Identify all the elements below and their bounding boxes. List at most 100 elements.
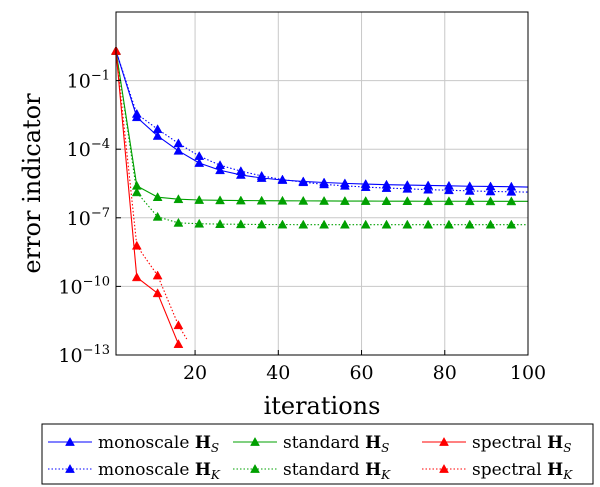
y-tick-label: 10−1 bbox=[67, 69, 110, 93]
y-axis-label: error indicator bbox=[18, 93, 46, 274]
data-point bbox=[194, 218, 205, 228]
data-point bbox=[381, 196, 392, 205]
axis-ticks: 20 40 60 80 100 10−13 10−10 10−7 10−4 10−1 bbox=[58, 69, 546, 384]
y-tick-label: 10−10 bbox=[58, 274, 110, 298]
data-point bbox=[277, 174, 288, 184]
series-line bbox=[115, 50, 179, 345]
data-point bbox=[194, 194, 205, 204]
data-point bbox=[215, 195, 225, 205]
data-point bbox=[319, 179, 330, 189]
legend-marker bbox=[65, 463, 75, 473]
data-point bbox=[339, 180, 350, 190]
legend-marker bbox=[439, 463, 449, 473]
data-point bbox=[423, 184, 434, 194]
data-point bbox=[194, 151, 205, 160]
data-point bbox=[444, 196, 454, 206]
data-point bbox=[152, 130, 163, 140]
data-point bbox=[506, 186, 517, 196]
data-point bbox=[152, 211, 163, 221]
data-point bbox=[215, 160, 225, 170]
data-point bbox=[381, 219, 392, 229]
data-point bbox=[173, 217, 184, 227]
data-point bbox=[360, 196, 371, 205]
x-tick-label: 60 bbox=[349, 362, 373, 384]
legend-entry: spectral HK bbox=[472, 460, 573, 482]
series-line bbox=[115, 50, 528, 202]
series-line bbox=[115, 50, 528, 226]
series-line bbox=[115, 50, 188, 340]
data-point bbox=[173, 320, 184, 330]
legend-marker bbox=[439, 436, 449, 446]
data-point bbox=[194, 157, 205, 167]
data-point bbox=[152, 192, 163, 201]
data-point bbox=[173, 194, 184, 204]
data-point bbox=[131, 240, 142, 250]
data-point bbox=[256, 219, 267, 229]
y-tick-label: 10−13 bbox=[58, 343, 110, 367]
legend-box bbox=[41, 423, 594, 485]
data-point bbox=[402, 183, 413, 193]
data-point bbox=[235, 219, 246, 229]
data-point bbox=[339, 219, 350, 229]
data-point bbox=[485, 196, 496, 206]
series-line bbox=[115, 50, 529, 188]
data-point bbox=[131, 108, 142, 118]
y-tick-label: 10−4 bbox=[67, 137, 110, 161]
data-point bbox=[256, 170, 267, 180]
series-monoscale-HK bbox=[111, 45, 529, 196]
data-point bbox=[131, 187, 142, 197]
data-point bbox=[506, 196, 517, 206]
legend-entry: spectral HS bbox=[472, 433, 571, 455]
data-point bbox=[464, 219, 475, 229]
x-tick-label: 40 bbox=[266, 362, 290, 384]
data-point bbox=[319, 219, 330, 229]
legend: monoscale HS standard HS spectral HS monosc… bbox=[41, 423, 594, 485]
data-point bbox=[256, 195, 267, 205]
data-point bbox=[464, 185, 475, 195]
legend-marker bbox=[65, 436, 75, 446]
series-standard-HK bbox=[111, 45, 528, 229]
legend-entry: standard HS bbox=[283, 433, 389, 455]
data-point bbox=[152, 288, 163, 298]
data-point bbox=[173, 138, 184, 148]
data-point bbox=[360, 219, 371, 229]
x-tick-label: 80 bbox=[433, 362, 457, 384]
legend-entry: monoscale HK bbox=[98, 460, 221, 482]
data-point bbox=[506, 219, 517, 229]
legend-marker bbox=[250, 436, 260, 446]
data-point bbox=[215, 165, 225, 175]
data-point bbox=[298, 195, 309, 205]
data-point bbox=[173, 145, 184, 155]
data-point bbox=[444, 185, 454, 195]
data-point bbox=[173, 339, 184, 348]
plot-frame bbox=[115, 11, 529, 356]
data-point bbox=[298, 219, 309, 229]
data-point bbox=[319, 195, 330, 205]
data-point bbox=[485, 219, 496, 229]
x-tick-label: 100 bbox=[510, 362, 546, 384]
data-point bbox=[152, 270, 163, 280]
x-axis-label: iterations bbox=[264, 392, 381, 420]
legend-entry: monoscale HS bbox=[98, 433, 219, 455]
legend-entry: standard HK bbox=[283, 460, 391, 482]
data-point bbox=[235, 195, 246, 205]
series-spectral-HK bbox=[111, 45, 188, 340]
data-point bbox=[464, 196, 475, 206]
data-point bbox=[131, 272, 142, 282]
data-point bbox=[277, 219, 288, 229]
data-point bbox=[152, 124, 163, 134]
data-point bbox=[298, 177, 309, 187]
series-layer bbox=[111, 45, 529, 348]
data-point bbox=[402, 219, 413, 229]
data-point bbox=[444, 219, 454, 229]
legend-marker bbox=[250, 463, 260, 473]
series-monoscale-HS bbox=[111, 45, 529, 191]
data-point bbox=[485, 186, 496, 196]
data-point bbox=[402, 196, 413, 205]
data-point bbox=[339, 196, 350, 205]
data-point bbox=[423, 219, 434, 229]
data-point bbox=[235, 166, 246, 175]
data-point bbox=[381, 183, 392, 192]
series-standard-HS bbox=[111, 45, 528, 206]
